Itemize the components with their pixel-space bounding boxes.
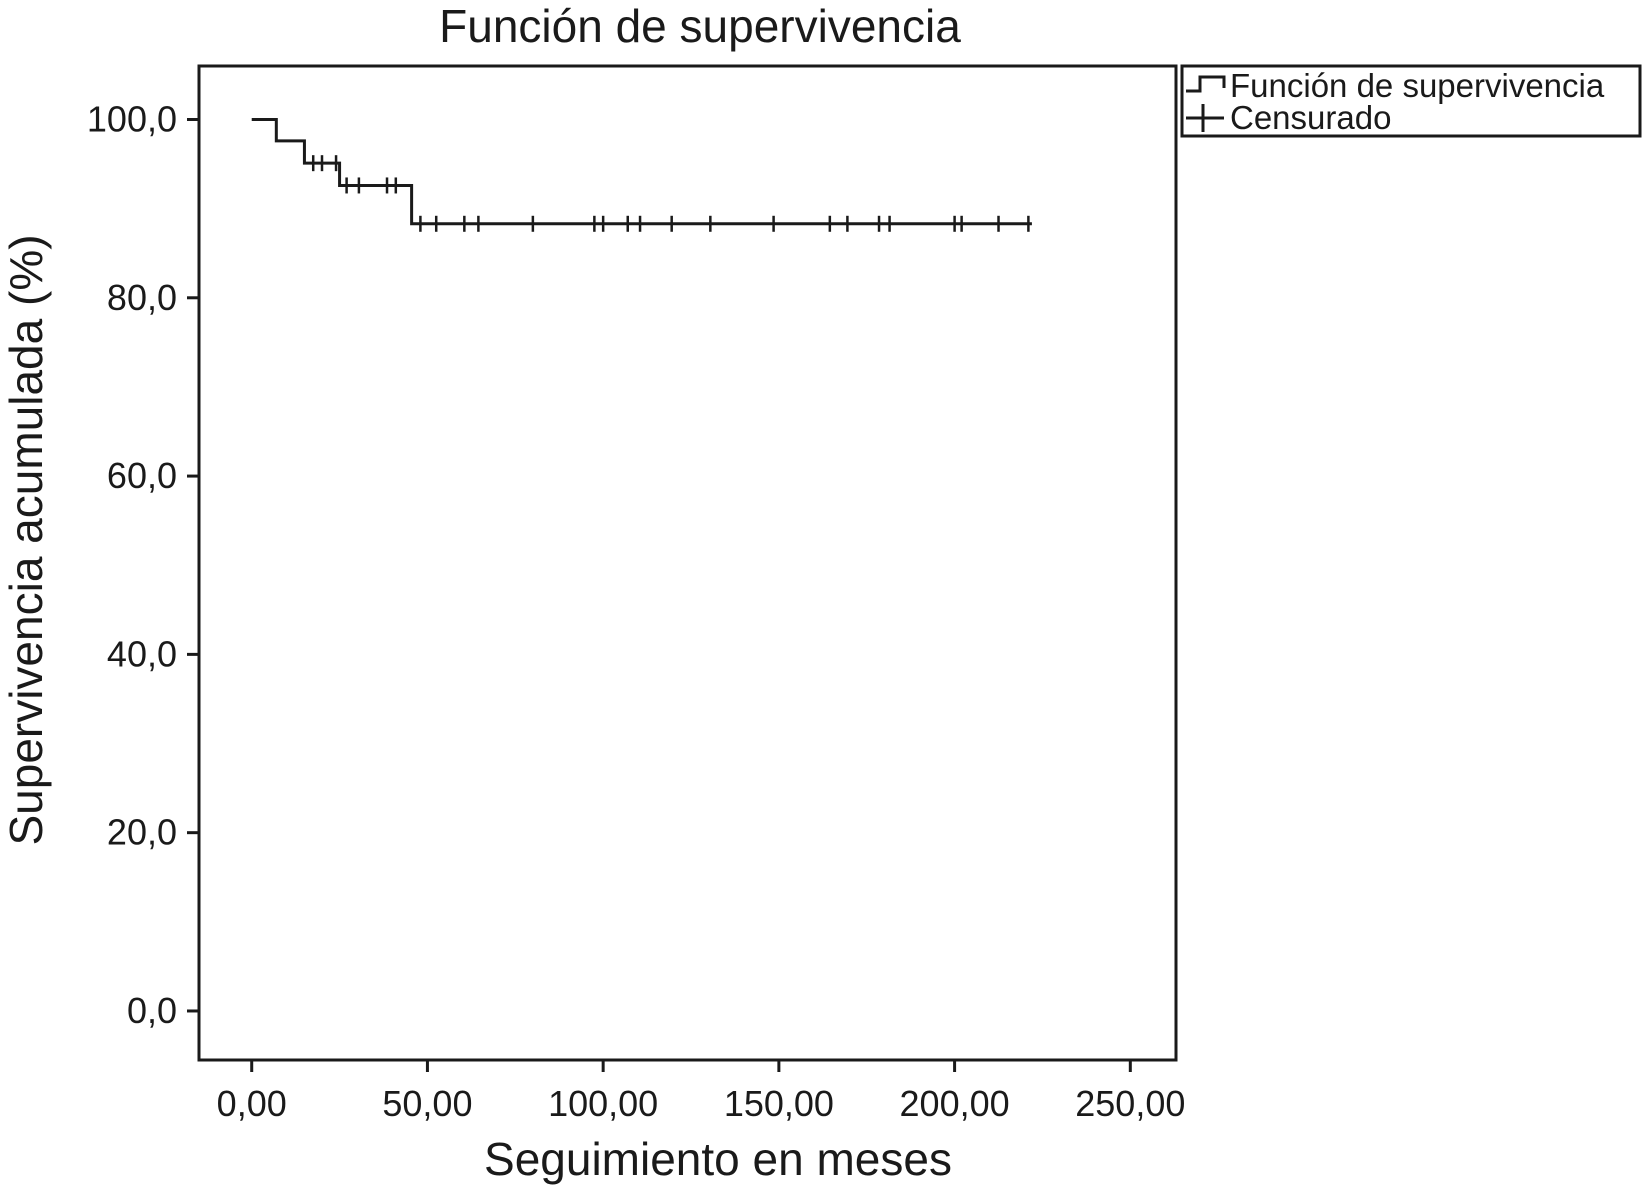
x-axis-title: Seguimiento en meses [484,1133,952,1185]
x-tick-label: 0,00 [217,1083,287,1124]
legend: Función de supervivencia Censurado [1180,64,1642,138]
x-tick-label: 100,00 [548,1083,658,1124]
x-tick-label: 250,00 [1075,1083,1185,1124]
y-axis-title: Supervivencia acumulada (%) [0,234,52,845]
legend-label-survival: Función de supervivencia [1230,67,1605,104]
plot-area-frame [197,64,1178,1062]
x-tick-label: 150,00 [724,1083,834,1124]
legend-box [1180,64,1642,138]
x-tick-label: 50,00 [382,1083,472,1124]
survival-step-line [251,117,1032,226]
x-tick-label: 200,00 [900,1083,1010,1124]
chart-title: Función de supervivencia [439,0,961,52]
survival-series [251,117,1032,232]
y-tick-label: 60,0 [107,455,177,496]
legend-censor-icon [1186,104,1224,132]
y-tick-label: 100,0 [87,98,177,139]
y-tick-label: 0,0 [127,990,177,1031]
legend-step-icon [1186,75,1226,93]
x-axis: 0,00 50,00 100,00 150,00 200,00 250,00 [217,1060,1185,1124]
legend-label-censored: Censurado [1230,99,1391,136]
y-tick-label: 20,0 [107,812,177,853]
y-tick-label: 80,0 [107,277,177,318]
y-axis: 0,0 20,0 40,0 60,0 80,0 100,0 [87,98,199,1031]
y-tick-label: 40,0 [107,633,177,674]
